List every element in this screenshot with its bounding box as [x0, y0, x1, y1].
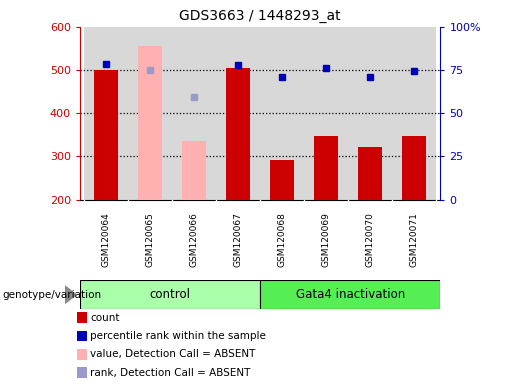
Bar: [304, 27, 348, 200]
Bar: [270, 159, 294, 200]
Bar: [314, 136, 338, 200]
Title: GDS3663 / 1448293_at: GDS3663 / 1448293_at: [179, 9, 341, 23]
Bar: [80, 280, 260, 309]
Bar: [392, 27, 436, 200]
Bar: [402, 136, 426, 200]
Bar: [226, 68, 250, 200]
Text: GSM120064: GSM120064: [101, 213, 111, 267]
Text: GSM120068: GSM120068: [278, 213, 286, 267]
Polygon shape: [65, 286, 76, 303]
Bar: [138, 46, 162, 200]
Bar: [260, 27, 304, 200]
Text: control: control: [149, 288, 191, 301]
Bar: [84, 27, 128, 200]
Bar: [260, 280, 440, 309]
Text: rank, Detection Call = ABSENT: rank, Detection Call = ABSENT: [90, 368, 250, 378]
Text: GSM120067: GSM120067: [234, 213, 243, 267]
Bar: [172, 27, 216, 200]
Text: value, Detection Call = ABSENT: value, Detection Call = ABSENT: [90, 349, 255, 359]
Bar: [94, 70, 118, 200]
Bar: [348, 27, 392, 200]
Text: count: count: [90, 313, 119, 323]
Text: GSM120069: GSM120069: [321, 213, 331, 267]
Text: GSM120071: GSM120071: [409, 213, 419, 267]
Text: genotype/variation: genotype/variation: [3, 290, 101, 300]
Text: Gata4 inactivation: Gata4 inactivation: [296, 288, 405, 301]
Text: GSM120066: GSM120066: [190, 213, 199, 267]
Bar: [358, 147, 382, 200]
Text: percentile rank within the sample: percentile rank within the sample: [90, 331, 266, 341]
Bar: [128, 27, 172, 200]
Text: GSM120070: GSM120070: [366, 213, 374, 267]
Text: GSM120065: GSM120065: [146, 213, 154, 267]
Bar: [216, 27, 260, 200]
Bar: [182, 141, 206, 200]
